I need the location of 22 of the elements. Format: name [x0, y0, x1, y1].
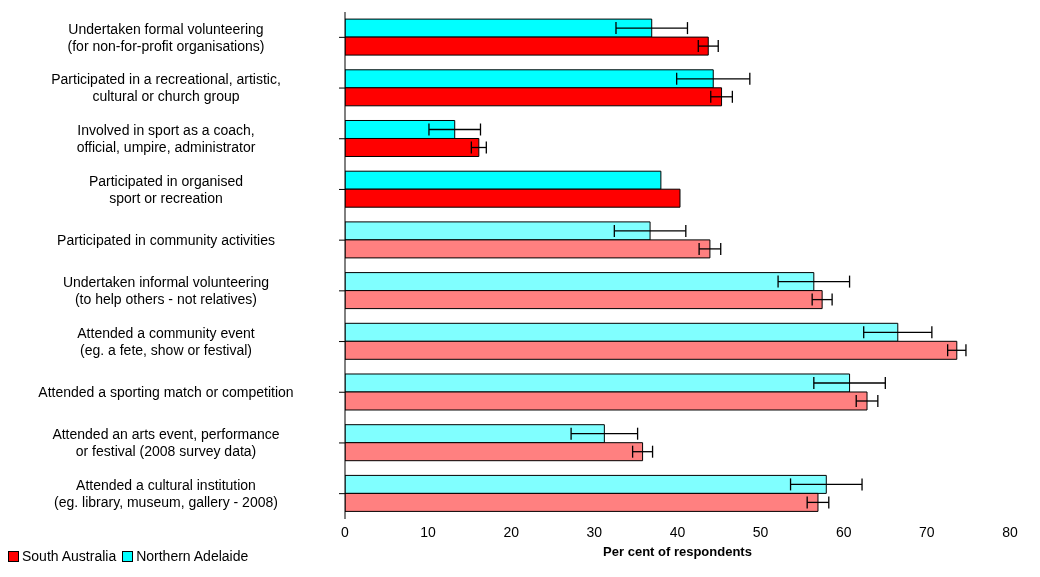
y-tick-label: Attended an arts event, performance or festival (2008 survey data): [52, 426, 280, 460]
legend-label: South Australia: [21, 548, 117, 564]
x-tick-label: 40: [669, 523, 686, 540]
y-tick-label: Undertaken formal volunteering (for non-for-profit organisations): [67, 20, 265, 54]
y-tick-label: Participated in organised sport or recreation: [88, 172, 244, 206]
y-tick-label: Attended a community event (eg. a fete, show or festival): [77, 324, 255, 358]
x-tick-label: 20: [503, 523, 520, 540]
x-tick-label: 0: [341, 523, 350, 540]
y-tick-label: Undertaken informal volunteering (to help others - not relatives): [62, 274, 270, 308]
x-tick-label: 70: [919, 523, 935, 540]
y-tick-label: Attended a sporting match or competition: [38, 384, 294, 401]
x-tick-label: 60: [835, 523, 852, 540]
x-axis-title: Per cent of respondents: [602, 544, 753, 559]
y-tick-label: Attended a cultural institution (eg. library, museum, gallery - 2008): [54, 477, 278, 511]
y-tick-label: Participated in community activities: [57, 232, 275, 249]
x-tick-label: 30: [586, 523, 603, 540]
y-tick-label: Participated in a recreational, artistic, cultural or church group: [51, 71, 281, 105]
x-tick-label: 80: [1002, 523, 1018, 540]
x-tick-label: 50: [752, 523, 769, 540]
y-tick-label: Involved in sport as a coach, official, umpire, administrator: [76, 122, 256, 156]
x-tick-label: 10: [420, 523, 437, 540]
legend-label: Northern Adelaide: [135, 548, 249, 564]
